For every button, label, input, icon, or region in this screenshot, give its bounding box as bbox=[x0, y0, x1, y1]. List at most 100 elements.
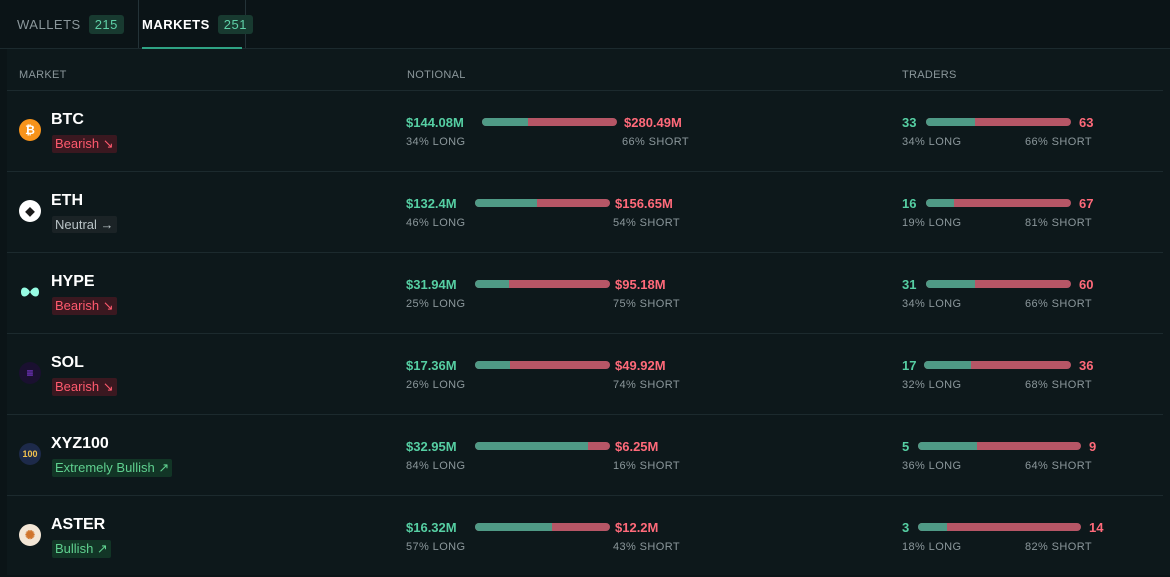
sentiment-badge: Bearish ↘ bbox=[52, 135, 117, 153]
notional-long-value: $31.94M bbox=[406, 277, 457, 292]
traders-long-fill bbox=[926, 199, 954, 207]
traders-long-fill bbox=[926, 118, 976, 126]
ethereum-icon: ◆ bbox=[19, 200, 41, 222]
notional-long-value: $17.36M bbox=[406, 358, 457, 373]
traders-short-value: 67 bbox=[1079, 196, 1094, 211]
notional-long-value: $132.4M bbox=[406, 196, 457, 211]
traders-short-pct: 66% SHORT bbox=[1025, 136, 1092, 148]
traders-short-value: 36 bbox=[1079, 358, 1094, 373]
traders-long-pct: 34% LONG bbox=[902, 298, 962, 310]
market-symbol: ETH bbox=[51, 192, 83, 209]
traders-short-pct: 82% SHORT bbox=[1025, 541, 1092, 553]
notional-ratio-bar bbox=[475, 442, 610, 450]
traders-ratio-bar bbox=[926, 199, 1071, 207]
sentiment-arrow-icon: ↗ bbox=[158, 460, 170, 475]
market-row[interactable]: HYPE Bearish ↘ $31.94M $95.18M 25% LONG 75% S… bbox=[7, 252, 1163, 334]
sentiment-label: Extremely Bullish bbox=[55, 460, 155, 475]
traders-long-fill bbox=[926, 280, 976, 288]
notional-long-pct: 26% LONG bbox=[406, 379, 466, 391]
market-row[interactable]: ≡ SOL Bearish ↘ $17.36M $49.92M 26% LONG 74% S… bbox=[7, 333, 1163, 415]
notional-short-pct: 75% SHORT bbox=[613, 298, 680, 310]
column-header-market: MARKET bbox=[19, 69, 67, 81]
sentiment-arrow-icon: ↘ bbox=[102, 379, 114, 394]
hyperliquid-icon bbox=[19, 281, 41, 303]
notional-long-value: $32.95M bbox=[406, 439, 457, 454]
market-symbol: SOL bbox=[51, 354, 84, 371]
traders-short-pct: 68% SHORT bbox=[1025, 379, 1092, 391]
market-row[interactable]: ◆ ETH Neutral → $132.4M $156.65M 46% LONG 54% … bbox=[7, 171, 1163, 253]
traders-long-pct: 34% LONG bbox=[902, 136, 962, 148]
sentiment-badge: Bearish ↘ bbox=[52, 297, 117, 315]
notional-long-fill bbox=[475, 280, 509, 288]
notional-ratio-bar bbox=[482, 118, 617, 126]
tab-markets-count: 251 bbox=[217, 14, 253, 34]
xyz100-icon-text: 100 bbox=[22, 449, 38, 459]
traders-long-pct: 18% LONG bbox=[902, 541, 962, 553]
bitcoin-icon: ₿ bbox=[19, 119, 41, 141]
sentiment-arrow-icon: → bbox=[100, 217, 114, 232]
notional-short-pct: 66% SHORT bbox=[622, 136, 689, 148]
notional-short-value: $280.49M bbox=[624, 115, 682, 130]
notional-ratio-bar bbox=[475, 523, 610, 531]
traders-ratio-bar bbox=[918, 442, 1081, 450]
sentiment-label: Bearish bbox=[55, 136, 100, 151]
sentiment-arrow-icon: ↗ bbox=[96, 541, 108, 556]
notional-short-value: $6.25M bbox=[615, 439, 659, 454]
traders-long-value: 31 bbox=[902, 277, 917, 292]
traders-long-value: 3 bbox=[902, 520, 910, 535]
notional-long-fill bbox=[475, 361, 511, 369]
sentiment-label: Bullish bbox=[55, 541, 94, 556]
traders-ratio-bar bbox=[918, 523, 1081, 531]
traders-short-pct: 64% SHORT bbox=[1025, 460, 1092, 472]
xyz100-icon: 100 bbox=[19, 443, 41, 465]
solana-icon: ≡ bbox=[19, 362, 41, 384]
tab-wallets[interactable]: WALLETS 215 bbox=[17, 0, 124, 48]
tab-markets-label: MARKETS bbox=[142, 16, 210, 32]
markets-table: MARKET NOTIONAL TRADERS ₿ BTC Bearish ↘ $14… bbox=[7, 49, 1170, 575]
notional-short-value: $156.65M bbox=[615, 196, 673, 211]
market-symbol: BTC bbox=[51, 111, 84, 128]
notional-short-pct: 16% SHORT bbox=[613, 460, 680, 472]
notional-long-fill bbox=[475, 442, 589, 450]
sentiment-badge: Extremely Bullish ↗ bbox=[52, 459, 173, 477]
traders-ratio-bar bbox=[926, 280, 1071, 288]
tab-markets[interactable]: MARKETS 251 bbox=[138, 0, 253, 49]
market-row[interactable]: ✺ ASTER Bullish ↗ $16.32M $12.2M 57% LONG 43% … bbox=[7, 495, 1163, 577]
notional-ratio-bar bbox=[475, 361, 610, 369]
market-row[interactable]: ₿ BTC Bearish ↘ $144.08M $280.49M 34% LONG 66%… bbox=[7, 90, 1163, 172]
notional-long-value: $144.08M bbox=[406, 115, 464, 130]
notional-long-value: $16.32M bbox=[406, 520, 457, 535]
notional-ratio-bar bbox=[475, 199, 610, 207]
notional-long-pct: 25% LONG bbox=[406, 298, 466, 310]
sentiment-label: Bearish bbox=[55, 298, 100, 313]
traders-long-pct: 19% LONG bbox=[902, 217, 962, 229]
notional-long-fill bbox=[475, 523, 552, 531]
traders-long-pct: 36% LONG bbox=[902, 460, 962, 472]
notional-short-pct: 74% SHORT bbox=[613, 379, 680, 391]
notional-long-pct: 57% LONG bbox=[406, 541, 466, 553]
notional-short-pct: 54% SHORT bbox=[613, 217, 680, 229]
sentiment-label: Neutral bbox=[55, 217, 97, 232]
traders-ratio-bar bbox=[926, 118, 1071, 126]
notional-long-pct: 84% LONG bbox=[406, 460, 466, 472]
traders-long-fill bbox=[918, 442, 977, 450]
sentiment-label: Bearish bbox=[55, 379, 100, 394]
tab-wallets-count: 215 bbox=[88, 14, 124, 34]
tab-wallets-label: WALLETS bbox=[17, 16, 81, 32]
traders-short-value: 9 bbox=[1089, 439, 1097, 454]
notional-ratio-bar bbox=[475, 280, 610, 288]
notional-short-value: $95.18M bbox=[615, 277, 666, 292]
sentiment-arrow-icon: ↘ bbox=[102, 136, 114, 151]
traders-short-value: 60 bbox=[1079, 277, 1094, 292]
column-header-notional: NOTIONAL bbox=[407, 69, 466, 81]
traders-long-value: 16 bbox=[902, 196, 917, 211]
notional-long-pct: 46% LONG bbox=[406, 217, 466, 229]
traders-long-fill bbox=[918, 523, 948, 531]
sentiment-arrow-icon: ↘ bbox=[102, 298, 114, 313]
traders-long-fill bbox=[924, 361, 972, 369]
notional-short-pct: 43% SHORT bbox=[613, 541, 680, 553]
market-row[interactable]: 100 XYZ100 Extremely Bullish ↗ $32.95M $6.25… bbox=[7, 414, 1163, 496]
notional-short-value: $49.92M bbox=[615, 358, 666, 373]
traders-long-value: 17 bbox=[902, 358, 917, 373]
traders-long-value: 5 bbox=[902, 439, 910, 454]
